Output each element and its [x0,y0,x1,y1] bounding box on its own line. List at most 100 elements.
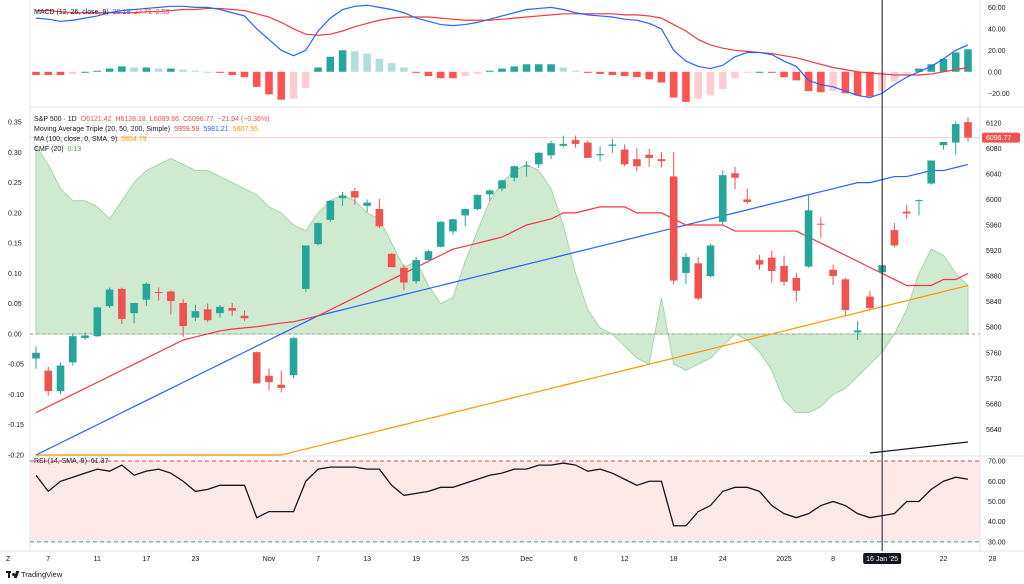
rsi-legend-part: 61.37 [91,458,109,465]
macd-histogram-bar [228,71,237,76]
macd-histogram-bar [718,71,727,89]
candle-body [387,253,396,268]
overlay-legend-part: MA (100, close, 0, SMA, 9) [34,136,117,143]
macd-histogram-bar [584,71,592,73]
candle-body [890,230,899,246]
cmf-tick-label: -0.15 [8,422,24,429]
rsi-tick-label: 50.00 [988,499,1006,506]
candle-body [571,140,580,144]
macd-tick-label: 60.00 [988,5,1006,12]
macd-histogram-bar [547,64,555,72]
macd-histogram-bar [755,71,764,73]
candle-body [694,263,703,299]
candle-body [902,211,911,214]
candle-body [633,159,641,167]
candle-body [939,141,948,146]
macd-histogram-bar [68,71,77,74]
candle-body [265,375,273,383]
macd-histogram-bar [915,68,923,72]
candle-body [400,267,408,283]
price-tick-label: 5920 [986,248,1002,255]
macd-histogram-bar [338,50,347,72]
macd-histogram-bar [105,68,114,72]
macd-histogram-bar [44,71,53,76]
macd-histogram-bar [767,71,776,73]
price-legend-part: −21.94 (−0.36%) [217,116,269,123]
price-legend-part: L6089.66 [150,116,179,123]
price-tick-label: 5680 [986,401,1002,408]
cmf-area [35,144,969,414]
macd-histogram-bar [179,69,187,72]
overlay-legend: Moving Average Triple (20, 50, 200, Simp… [34,126,258,133]
candle-body [645,154,653,158]
cmf-tick-label: 0.25 [8,180,22,187]
macd-histogram-bar [485,70,494,72]
macd-histogram-bar [939,58,948,72]
cmf-tick-label: 0.00 [8,331,22,338]
macd-histogram-bar [694,71,703,99]
macd-histogram-bar [351,51,359,72]
tradingview-brand-label: TradingView [21,570,63,579]
macd-histogram-bar [142,67,151,72]
candle-body [866,296,874,309]
candle-body [927,160,936,184]
candle-body [964,122,972,138]
x-tick-label: 6 [574,556,578,563]
x-tick-label: 19 [412,556,420,563]
macd-histogram-bar [866,71,874,97]
macd-histogram-bar [902,71,911,74]
candle-body [706,245,715,277]
x-tick-label: Dec [520,556,533,563]
macd-histogram-bar [93,70,102,72]
macd-histogram-bar [326,56,335,72]
candle-body [547,143,555,156]
candle-body [314,223,322,245]
candle-body [252,352,261,384]
macd-histogram-bar [559,67,568,72]
macd-histogram-bar [289,71,298,99]
tradingview-logo-icon [6,571,20,578]
macd-histogram-bar [301,71,310,88]
candle-body [167,291,175,302]
sma20-line [35,206,969,414]
macd-histogram-bar [363,53,371,72]
macd-histogram-bar [645,71,653,80]
overlay-legend-part: 5854.79 [121,136,146,143]
x-tick-label: 7 [46,556,50,563]
overlay-legend-part: 5959.59 [174,126,199,133]
macd-histogram-bar [436,71,445,79]
macd-legend-part: 2.53 [156,9,170,16]
candle-body [559,143,568,146]
macd-tick-label: 40.00 [988,26,1006,33]
candle-body [68,336,77,363]
macd-legend: MACD (12, 26, close, 9) 25.19 27.71 2.53 [34,9,169,16]
macd-histogram-bar [853,71,862,96]
candle-body [130,302,138,314]
macd-histogram-bar [743,71,752,73]
candle-body [301,245,310,289]
macd-histogram-bar [669,71,678,98]
candle-body [657,159,666,162]
last-price-label: 6096.77 [986,135,1011,142]
macd-histogram-bar [32,71,40,76]
x-tick-label: 12 [621,556,629,563]
candle-body [473,194,482,210]
overlay-legend: CMF (20) 0.13 [34,146,81,153]
macd-histogram-bar [154,68,163,72]
candle-body [351,191,359,198]
price-legend-part: H6128.18 [115,116,145,123]
candle-body [240,315,249,319]
x-tick-label: 7 [316,556,320,563]
candle-body [363,202,371,206]
macd-tick-label: 0.00 [988,69,1002,76]
price-legend-part: S&P 500 · 1D [34,116,77,123]
macd-histogram-bar [706,71,715,96]
macd-histogram-bar [780,71,788,78]
price-tick-label: 5880 [986,274,1002,281]
candle-body [32,352,40,359]
price-tick-label: 6040 [986,171,1002,178]
macd-histogram-bar [203,71,212,73]
candle-body [817,223,825,225]
candle-body [412,260,420,282]
